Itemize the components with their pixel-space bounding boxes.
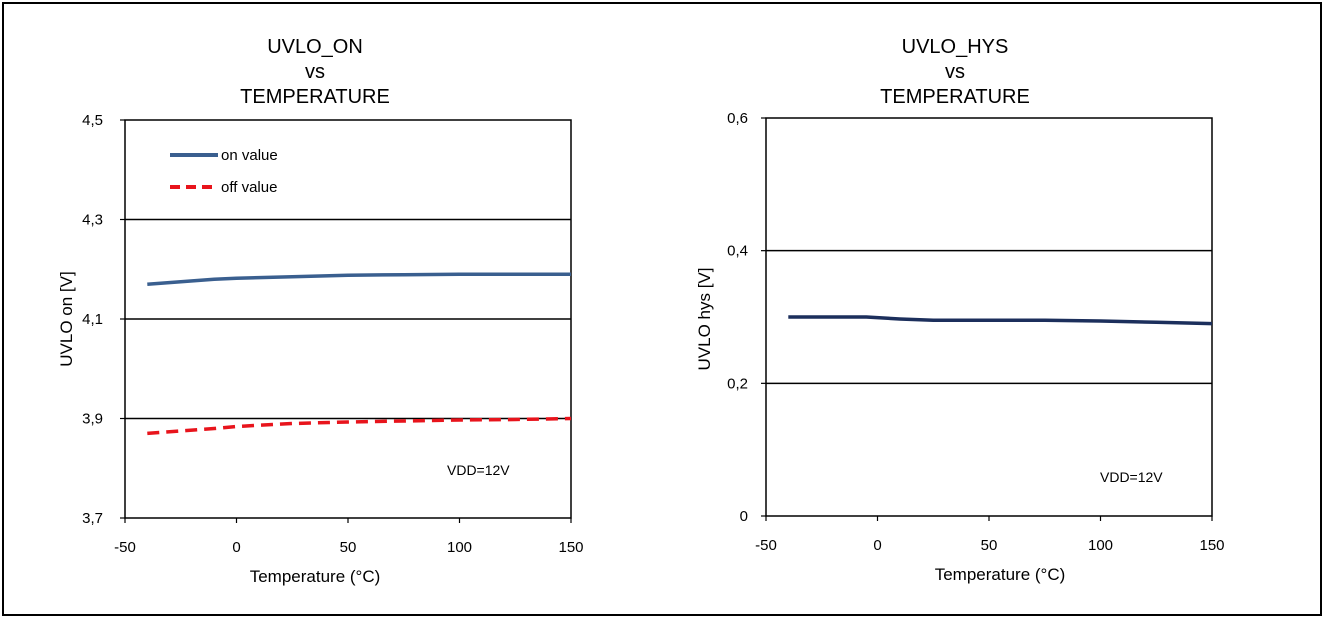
y-tick-label: 4,1 <box>82 311 103 328</box>
series-line-off-value <box>147 416 572 436</box>
y-tick-label: 3,9 <box>82 411 103 428</box>
series-line-on-value <box>147 272 571 286</box>
y-tick-label: 3,7 <box>82 510 103 527</box>
y-tick-label: 4,5 <box>82 112 103 129</box>
chart-title-line1: UVLO_HYS <box>902 36 1009 58</box>
series-line-uvlo-hys <box>788 315 1213 326</box>
plot-area <box>765 117 1213 517</box>
legend-label-on-value: on value <box>221 147 278 164</box>
y-tick-label: 0,2 <box>727 375 748 392</box>
series-lines <box>147 272 572 436</box>
legend-label-off-value: off value <box>221 179 277 196</box>
x-tick-label: 100 <box>1088 537 1113 554</box>
x-tick-label: -50 <box>755 537 777 554</box>
y-axis-title: UVLO hys [V] <box>695 268 714 371</box>
x-tick-label: 150 <box>558 539 583 556</box>
annotation-vdd: VDD=12V <box>447 462 510 478</box>
annotation-vdd: VDD=12V <box>1100 469 1163 485</box>
chart-title-line3: TEMPERATURE <box>880 86 1030 108</box>
x-tick-label: 100 <box>447 539 472 556</box>
x-tick-label: 50 <box>340 539 357 556</box>
x-tick-labels: -50 0 50 100 150 <box>755 537 1224 554</box>
x-tick-labels: -50 0 50 100 150 <box>114 539 583 556</box>
chart-title-line3: TEMPERATURE <box>240 86 390 108</box>
chart-uvlo-hys: UVLO_HYS vs TEMPERATURE 0,6 0,4 0,2 0 -50 0 5… <box>695 36 1225 584</box>
x-tick-label: 50 <box>981 537 998 554</box>
x-axis-title: Temperature (°C) <box>935 565 1066 584</box>
x-axis-title: Temperature (°C) <box>250 567 381 586</box>
y-tick-labels: 0,6 0,4 0,2 0 <box>727 110 748 525</box>
y-tick-label: 0,6 <box>727 110 748 127</box>
x-tick-label: -50 <box>114 539 136 556</box>
series-lines <box>788 315 1213 326</box>
plot-area <box>124 119 572 519</box>
y-tick-label: 0 <box>740 508 748 525</box>
x-tick-label: 0 <box>873 537 881 554</box>
chart-title-line2: vs <box>305 61 325 83</box>
y-tick-label: 4,3 <box>82 212 103 229</box>
grid-lines <box>761 117 1213 521</box>
chart-title-line2: vs <box>945 61 965 83</box>
y-tick-label: 0,4 <box>727 243 748 260</box>
y-axis-title: UVLO on [V] <box>57 271 76 366</box>
x-tick-label: 150 <box>1199 537 1224 554</box>
y-tick-labels: 4,5 4,3 4,1 3,9 3,7 <box>82 112 103 527</box>
x-tick-label: 0 <box>232 539 240 556</box>
legend: on value off value <box>170 147 278 196</box>
chart-uvlo-on: UVLO_ON vs TEMPERATURE 4,5 4,3 4,1 3,9 3,7 -… <box>57 36 584 586</box>
chart-title-line1: UVLO_ON <box>267 36 363 58</box>
